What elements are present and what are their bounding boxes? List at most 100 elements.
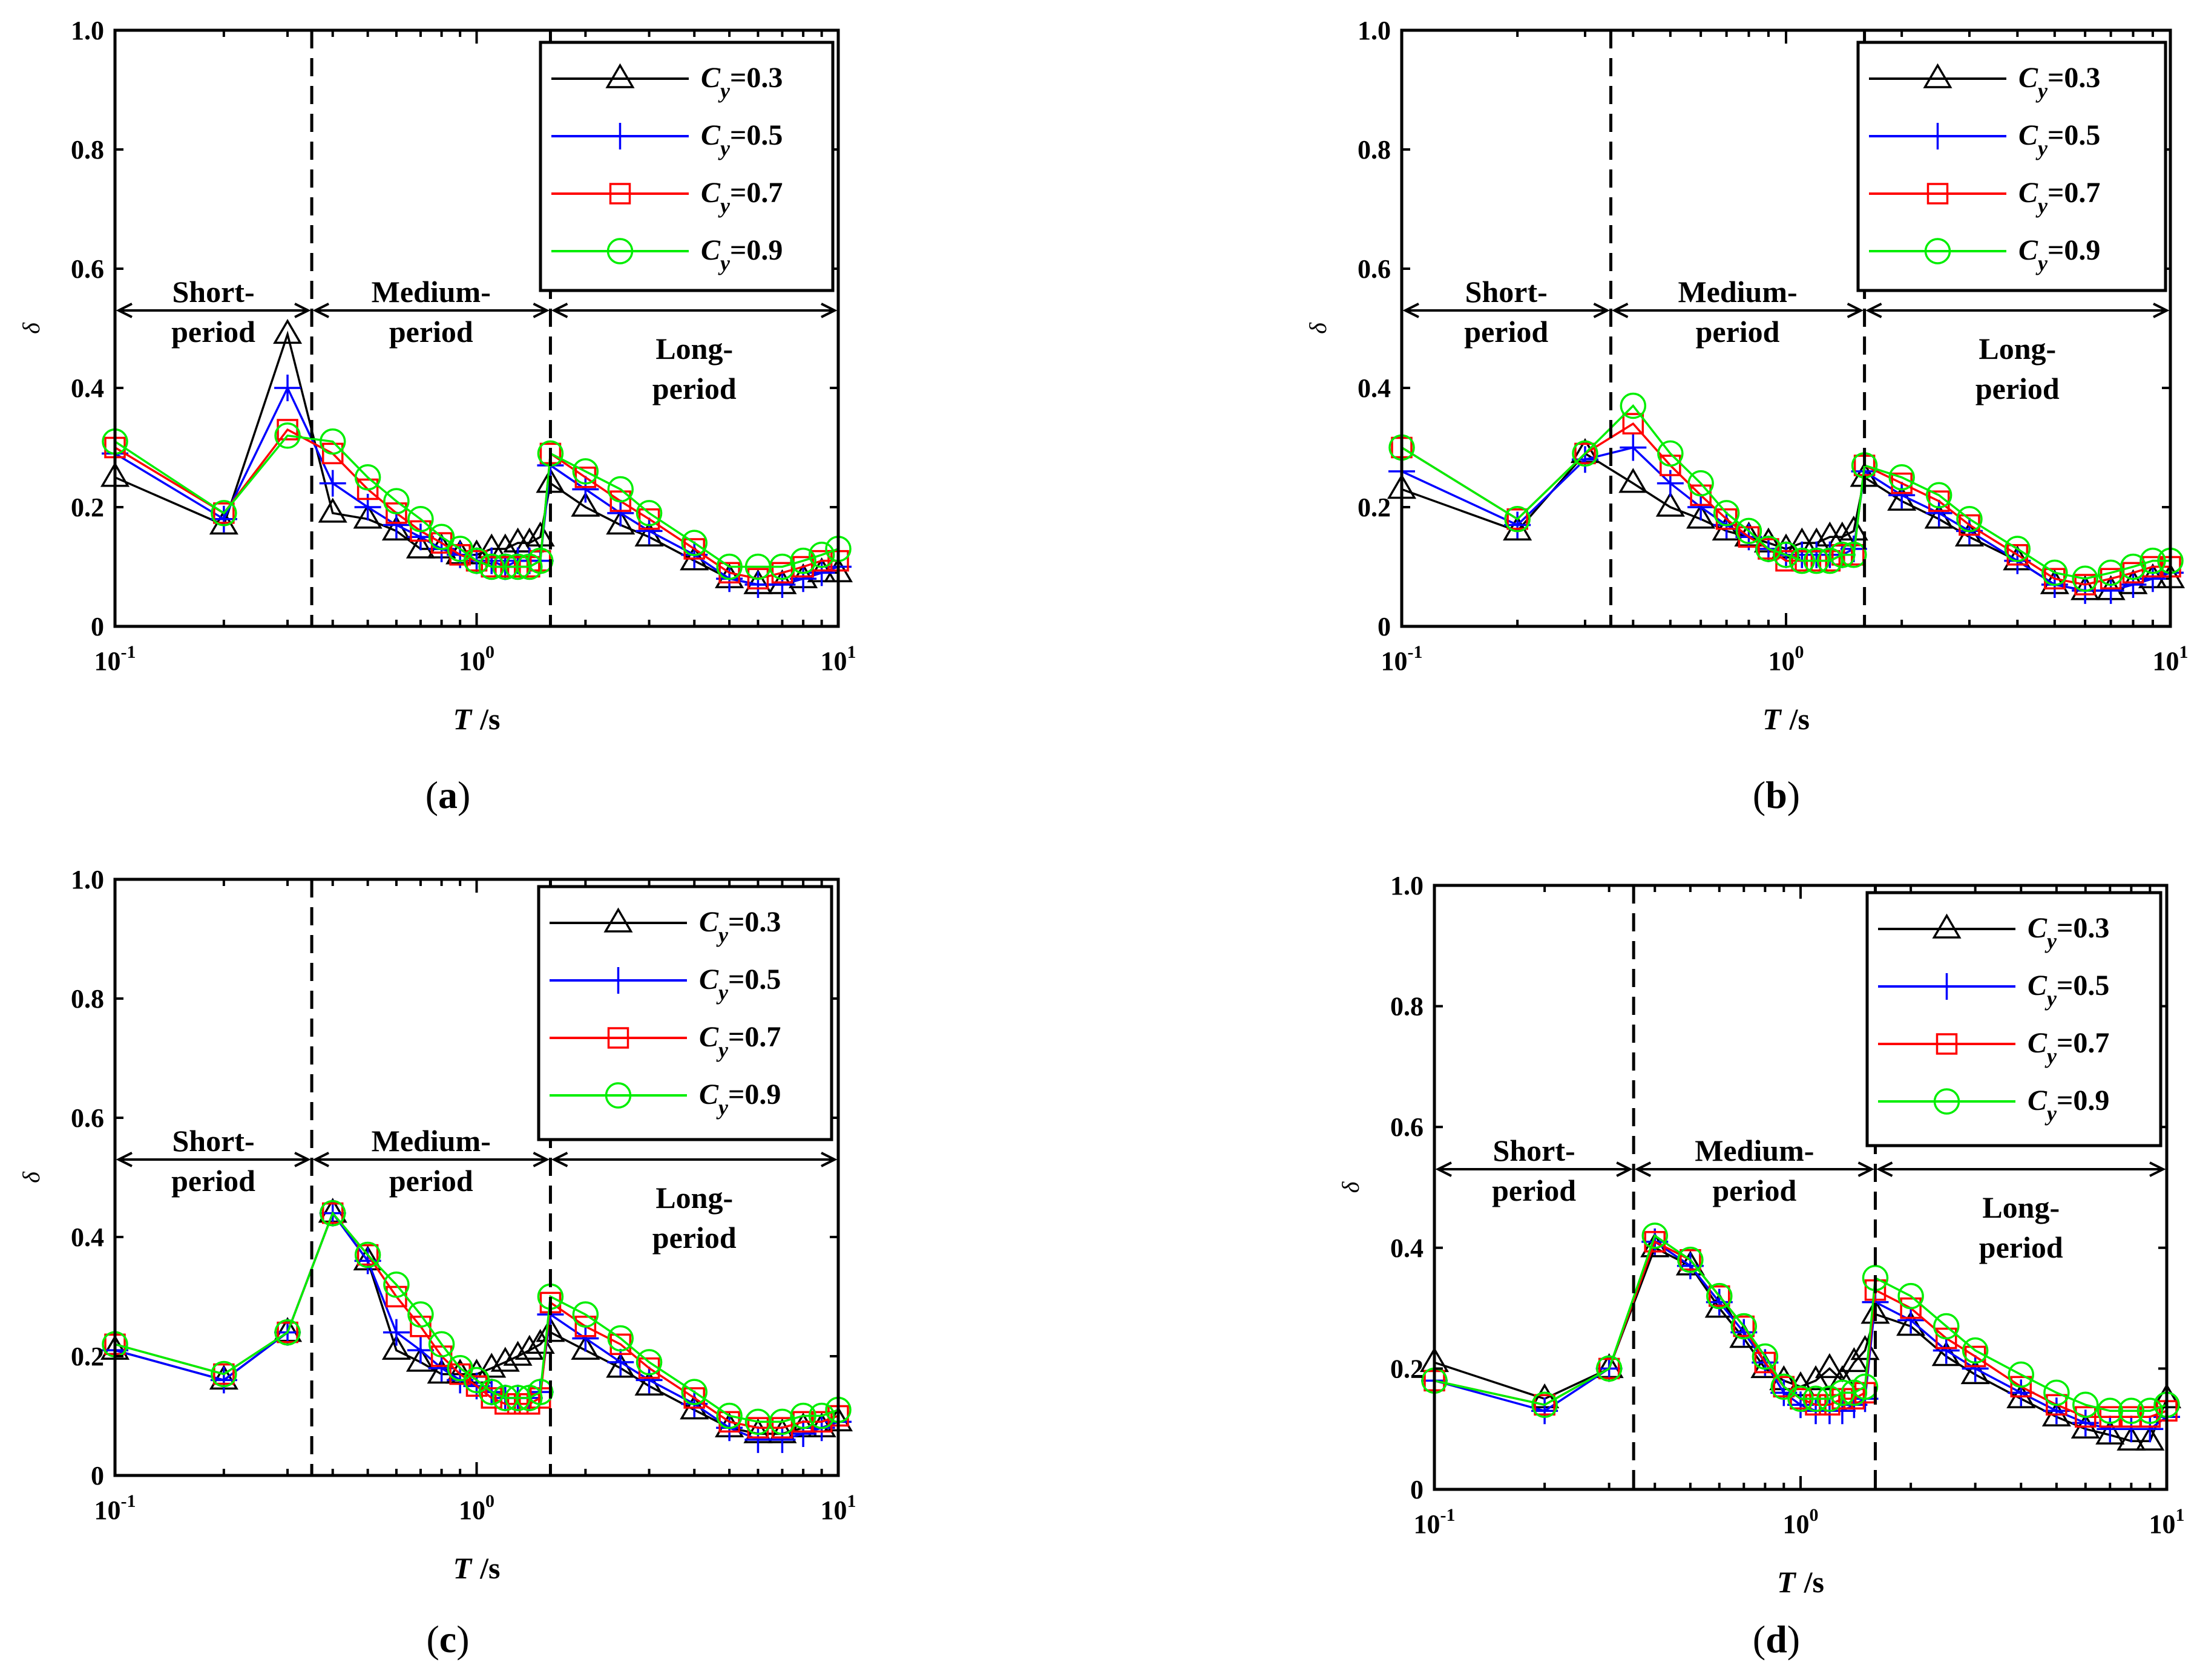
region-label-long-line1: Long- xyxy=(1982,1190,2060,1224)
arrowhead-right xyxy=(294,303,311,318)
series-line-cy09 xyxy=(114,434,839,568)
legend-label-value: =0.3 xyxy=(730,62,783,94)
legend-box xyxy=(539,41,835,292)
data-point-circle xyxy=(1755,536,1782,562)
chart-panel-d: 00.20.40.60.81.010-1 100 101T/sδShort-peri… xyxy=(1337,871,2185,1661)
arrowhead-left xyxy=(1435,1161,1452,1177)
x-tick-exponent: 1 xyxy=(847,1491,856,1511)
legend-label-symbol: C xyxy=(2028,912,2048,944)
arrowhead-left xyxy=(1402,303,1419,318)
legend-label: Cy=0.3 xyxy=(701,62,783,103)
data-point-circle xyxy=(383,488,410,514)
legend-label: Cy=0.3 xyxy=(2018,62,2100,103)
legend-label-symbol: C xyxy=(2018,62,2038,94)
legend-marker-plus xyxy=(1933,973,1960,1000)
data-point-circle xyxy=(2097,1397,2124,1425)
series-line-cy09 xyxy=(114,1211,839,1423)
region-label-long-line1: Long- xyxy=(655,1181,733,1215)
data-point-circle xyxy=(1788,547,1816,574)
data-point-circle xyxy=(407,1301,434,1328)
legend-label-subscript: y xyxy=(718,136,731,160)
data-point-square xyxy=(574,1316,597,1337)
legend: Cy=0.3Cy=0.5Cy=0.7Cy=0.9 xyxy=(1865,891,2163,1147)
series-group xyxy=(1387,392,2186,604)
data-point-square xyxy=(213,502,235,524)
panel-label-close: ) xyxy=(458,773,470,816)
x-axis-title: T/s xyxy=(1777,1565,1824,1599)
x-tick-base: 10 xyxy=(459,1495,485,1525)
panel-label-letter: d xyxy=(1765,1618,1787,1661)
x-axis-variable: T xyxy=(1762,702,1782,736)
data-point-square xyxy=(277,1321,298,1344)
data-point-circle xyxy=(1572,440,1598,467)
data-point-circle xyxy=(607,1325,634,1352)
data-point-square xyxy=(1660,454,1681,476)
data-point-square xyxy=(609,490,632,512)
y-tick-label: 1.0 xyxy=(1358,16,1391,45)
legend-label-value: =0.5 xyxy=(730,119,783,151)
region-label-short-line2: period xyxy=(1492,1173,1576,1207)
x-tick-label: 101 xyxy=(821,642,856,676)
legend-label-subscript: y xyxy=(2044,1044,2057,1068)
data-point-triangle xyxy=(318,497,347,523)
region-label-medium-line1: Medium- xyxy=(1678,275,1797,309)
data-point-triangle xyxy=(1655,491,1685,517)
data-point-square xyxy=(1506,508,1528,530)
legend-label-subscript: y xyxy=(2035,194,2048,218)
region-label-long-line1: Long- xyxy=(655,332,733,366)
region-label-medium-line2: period xyxy=(1712,1173,1796,1207)
x-tick-label: 10-1 xyxy=(94,1491,136,1525)
x-tick-label: 10-1 xyxy=(1414,1505,1456,1539)
legend-label-symbol: C xyxy=(2028,1084,2048,1117)
data-point-circle xyxy=(2136,1397,2164,1425)
x-tick-base: 10 xyxy=(821,1495,847,1525)
legend-label: Cy=0.7 xyxy=(2028,1027,2109,1068)
data-point-plus xyxy=(2120,571,2147,599)
data-point-circle xyxy=(2140,547,2166,574)
data-point-circle xyxy=(463,547,490,574)
legend-label-subscript: y xyxy=(2044,929,2057,953)
data-point-plus xyxy=(790,1420,817,1448)
legend-label-value: =0.5 xyxy=(2048,119,2100,151)
data-point-plus xyxy=(572,476,599,503)
panel-label: (b) xyxy=(1753,773,1800,816)
data-point-circle xyxy=(1787,1385,1814,1413)
legend-label-value: =0.3 xyxy=(2057,912,2109,944)
x-tick-label: 101 xyxy=(821,1491,856,1525)
region-label-short-line2: period xyxy=(171,315,255,349)
x-tick-base: 10 xyxy=(2153,646,2179,676)
data-point-circle xyxy=(2118,1397,2145,1425)
data-point-plus xyxy=(2097,577,2124,604)
legend-label: Cy=0.7 xyxy=(699,1021,781,1062)
legend-box xyxy=(537,885,833,1141)
y-tick-label: 0.2 xyxy=(71,1342,104,1371)
y-axis-title: δ xyxy=(1337,1181,1364,1193)
data-point-square xyxy=(1758,538,1779,560)
x-axis-title: T/s xyxy=(1762,702,1810,736)
data-point-circle xyxy=(274,422,301,449)
x-tick-exponent: -1 xyxy=(121,1491,136,1511)
x-axis-unit: /s xyxy=(479,702,500,736)
data-point-square xyxy=(747,568,769,589)
chart-panel-a: 00.20.40.60.81.010-1 100 101T/sδShort-peri… xyxy=(18,16,856,816)
data-point-triangle xyxy=(525,521,555,546)
legend-label-symbol: C xyxy=(701,234,721,266)
arrowhead-left xyxy=(312,1152,329,1167)
arrowhead-right xyxy=(533,1152,550,1167)
legend-label-subscript: y xyxy=(716,980,729,1005)
x-tick-label: 100 xyxy=(1783,1505,1819,1539)
legend-label-symbol: C xyxy=(2018,119,2038,151)
legend-label-value: =0.5 xyxy=(2057,970,2109,1002)
data-point-triangle xyxy=(606,510,635,535)
legend-label-subscript: y xyxy=(716,923,729,947)
data-point-triangle xyxy=(571,1334,600,1360)
data-point-triangle xyxy=(2095,1419,2125,1445)
data-point-plus xyxy=(383,511,410,539)
panel-label-open: ( xyxy=(1753,773,1765,816)
data-point-plus xyxy=(383,1319,410,1346)
data-point-circle xyxy=(2072,565,2098,592)
data-point-square xyxy=(356,1244,379,1266)
data-point-circle xyxy=(1713,500,1740,527)
data-point-circle xyxy=(1816,547,1844,574)
data-point-circle xyxy=(354,1241,381,1268)
